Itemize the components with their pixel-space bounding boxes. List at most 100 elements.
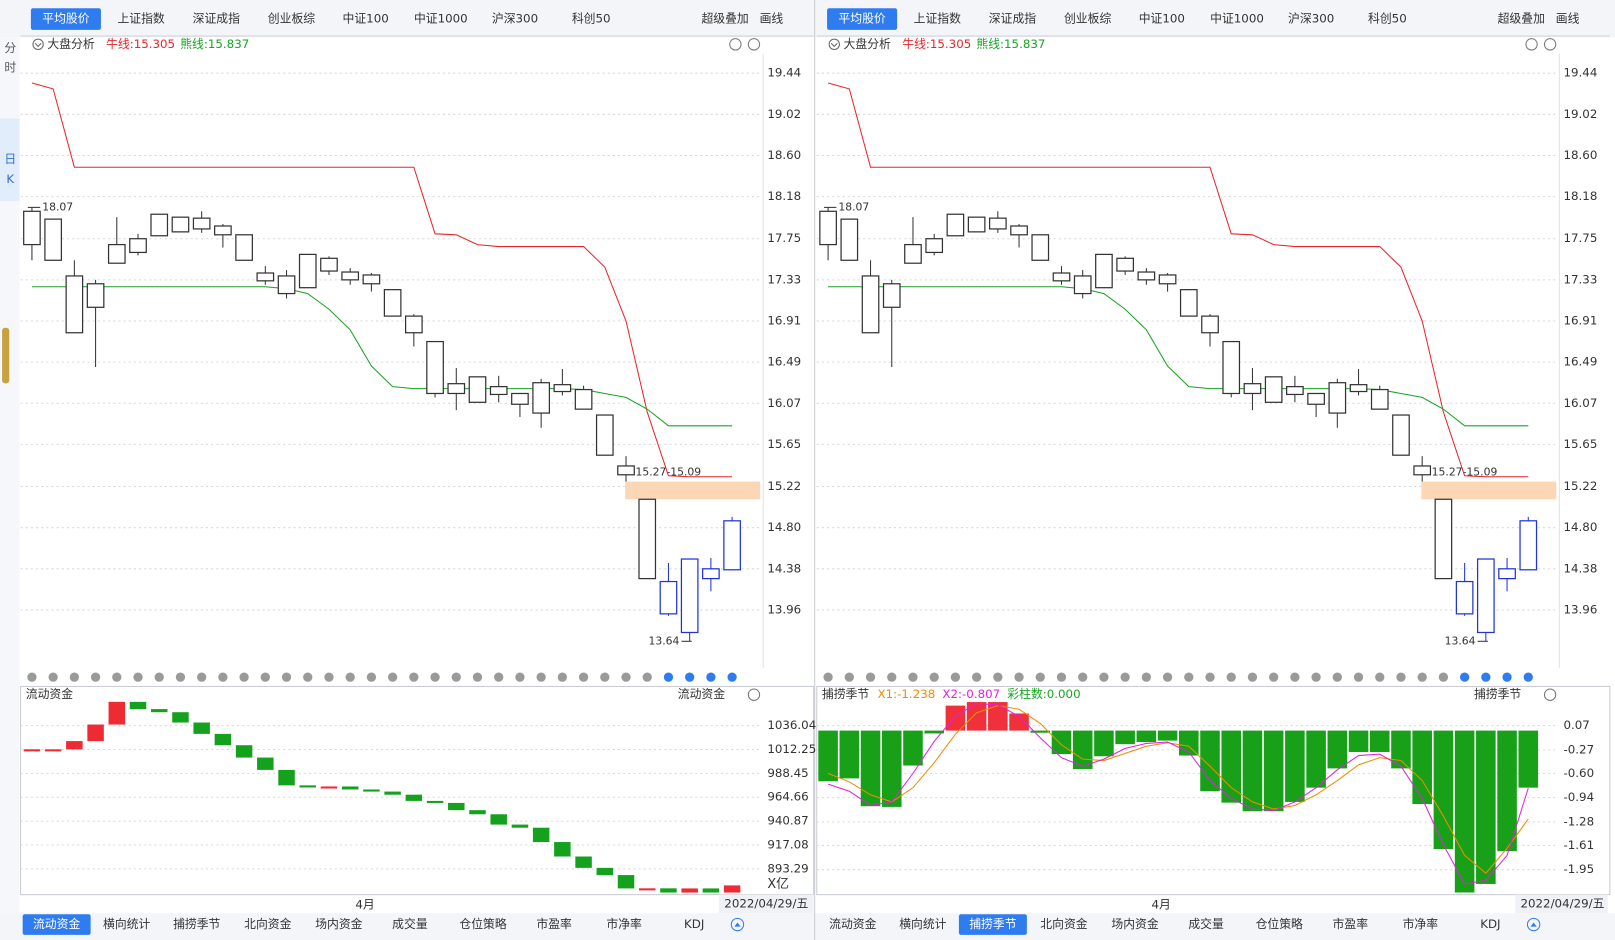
candle-dot[interactable] xyxy=(1353,672,1364,682)
bottom-tab[interactable]: 市盈率 xyxy=(536,917,572,931)
bottom-tab[interactable]: 横向统计 xyxy=(103,917,150,931)
bottom-tab[interactable]: 场内资金 xyxy=(315,917,362,931)
candle-dot[interactable] xyxy=(844,672,854,682)
candle-dot[interactable] xyxy=(366,672,377,682)
top-tab[interactable]: 科创50 xyxy=(572,12,611,26)
candle-dot[interactable] xyxy=(1099,672,1109,682)
top-tab[interactable]: 平均股价 xyxy=(838,12,885,26)
candle-dot[interactable] xyxy=(887,672,897,682)
candle-dot[interactable] xyxy=(260,672,270,682)
side-label[interactable]: 时 xyxy=(4,61,16,75)
bottom-tab[interactable]: 市净率 xyxy=(1403,917,1439,931)
expand-icon[interactable] xyxy=(730,917,745,932)
candle-dot[interactable] xyxy=(929,672,939,682)
bottom-tab[interactable]: 成交量 xyxy=(392,917,428,931)
candle-dot[interactable] xyxy=(472,672,483,682)
top-tab[interactable]: 上证指数 xyxy=(914,12,961,26)
candle-dot[interactable] xyxy=(409,672,419,682)
candle-dot[interactable] xyxy=(324,672,334,682)
candle-dot[interactable] xyxy=(1459,672,1470,682)
candle-dot[interactable] xyxy=(1035,672,1045,682)
candle-dot[interactable] xyxy=(908,672,918,682)
candle-dot[interactable] xyxy=(993,672,1003,682)
top-tab[interactable]: 创业板综 xyxy=(1064,12,1111,26)
candle-dot[interactable] xyxy=(48,672,58,682)
candle-dot[interactable] xyxy=(865,672,876,682)
candle-dot[interactable] xyxy=(430,672,440,682)
top-tab[interactable]: 上证指数 xyxy=(117,12,164,26)
candle-dot[interactable] xyxy=(451,672,461,682)
side-label[interactable]: 分 xyxy=(4,41,16,55)
candle-dot[interactable] xyxy=(1205,672,1215,682)
top-tab[interactable]: 平均股价 xyxy=(42,12,89,26)
bottom-tab[interactable]: 北向资金 xyxy=(1040,917,1087,931)
candle-dot[interactable] xyxy=(727,672,737,682)
candle-dot[interactable] xyxy=(345,672,355,682)
candle-dot[interactable] xyxy=(1290,672,1300,682)
collapse-icon[interactable] xyxy=(828,38,840,50)
candle-dot[interactable] xyxy=(1014,672,1024,682)
top-tool[interactable]: 画线 xyxy=(760,12,784,26)
tab-active-bg[interactable] xyxy=(30,8,101,30)
top-tab[interactable]: 沪深300 xyxy=(492,12,538,26)
candle-dot[interactable] xyxy=(69,672,79,682)
candle-dot[interactable] xyxy=(1226,672,1236,682)
candle-dot[interactable] xyxy=(578,672,589,682)
header-icon[interactable] xyxy=(729,38,742,51)
candle-dot[interactable] xyxy=(1396,672,1406,682)
candle-dot[interactable] xyxy=(494,672,504,682)
candle-dot[interactable] xyxy=(239,672,249,682)
candle-dot[interactable] xyxy=(1269,672,1279,682)
bottom-tab[interactable]: 横向统计 xyxy=(899,917,946,931)
info-icon[interactable] xyxy=(1543,688,1557,701)
candle-dot[interactable] xyxy=(1417,672,1427,682)
bottom-tab[interactable]: 仓位策略 xyxy=(459,917,506,931)
tab-active-bg[interactable] xyxy=(22,914,91,935)
candle-dot[interactable] xyxy=(642,672,652,682)
candle-dot[interactable] xyxy=(1332,672,1342,682)
candle-dot[interactable] xyxy=(536,672,546,682)
candle-dot[interactable] xyxy=(1141,672,1151,682)
candle-dot[interactable] xyxy=(387,672,398,682)
top-tab[interactable]: 沪深300 xyxy=(1288,12,1334,26)
top-tab[interactable]: 深证成指 xyxy=(989,12,1036,26)
candle-dot[interactable] xyxy=(706,672,716,682)
side-label[interactable]: 日 xyxy=(4,152,16,166)
tab-active-bg[interactable] xyxy=(827,8,898,30)
candle-dot[interactable] xyxy=(663,672,674,682)
tab-active-bg[interactable] xyxy=(958,914,1027,935)
candle-dot[interactable] xyxy=(557,672,568,682)
candle-dot[interactable] xyxy=(1184,672,1194,682)
top-tab[interactable]: 科创50 xyxy=(1368,12,1407,26)
top-tool[interactable]: 画线 xyxy=(1556,12,1580,26)
candle-dot[interactable] xyxy=(971,672,982,682)
header-icon[interactable] xyxy=(1543,38,1557,51)
bottom-tab[interactable]: KDJ xyxy=(1480,917,1500,931)
candle-dot[interactable] xyxy=(1375,672,1385,682)
candle-dot[interactable] xyxy=(1311,672,1321,682)
collapse-icon[interactable] xyxy=(32,38,44,50)
bottom-tab[interactable]: 场内资金 xyxy=(1111,917,1158,931)
bottom-tab[interactable]: 成交量 xyxy=(1188,917,1224,931)
bottom-tab[interactable]: 市净率 xyxy=(606,917,642,931)
bottom-tab[interactable]: 捕捞季节 xyxy=(173,917,220,931)
top-tab[interactable]: 创业板综 xyxy=(268,12,315,26)
candle-dot[interactable] xyxy=(175,672,186,682)
header-icon[interactable] xyxy=(1525,38,1538,51)
candle-dot[interactable] xyxy=(600,672,610,682)
top-tab[interactable]: 中证100 xyxy=(343,12,389,26)
bottom-tab[interactable]: 北向资金 xyxy=(244,917,291,931)
side-label[interactable]: K xyxy=(6,172,14,186)
scroll-thumb[interactable] xyxy=(2,327,10,384)
bottom-tab[interactable]: 市盈率 xyxy=(1333,917,1369,931)
candle-dot[interactable] xyxy=(218,672,228,682)
candle-dot[interactable] xyxy=(1078,672,1088,682)
bottom-tab[interactable]: 仓位策略 xyxy=(1256,917,1303,931)
candle-dot[interactable] xyxy=(823,672,833,682)
candle-dot[interactable] xyxy=(1162,672,1173,682)
candle-dot[interactable] xyxy=(685,672,695,682)
candle-dot[interactable] xyxy=(1056,672,1067,682)
expand-icon[interactable] xyxy=(1526,917,1541,932)
candle-dot[interactable] xyxy=(27,672,37,682)
info-icon[interactable] xyxy=(747,688,761,701)
